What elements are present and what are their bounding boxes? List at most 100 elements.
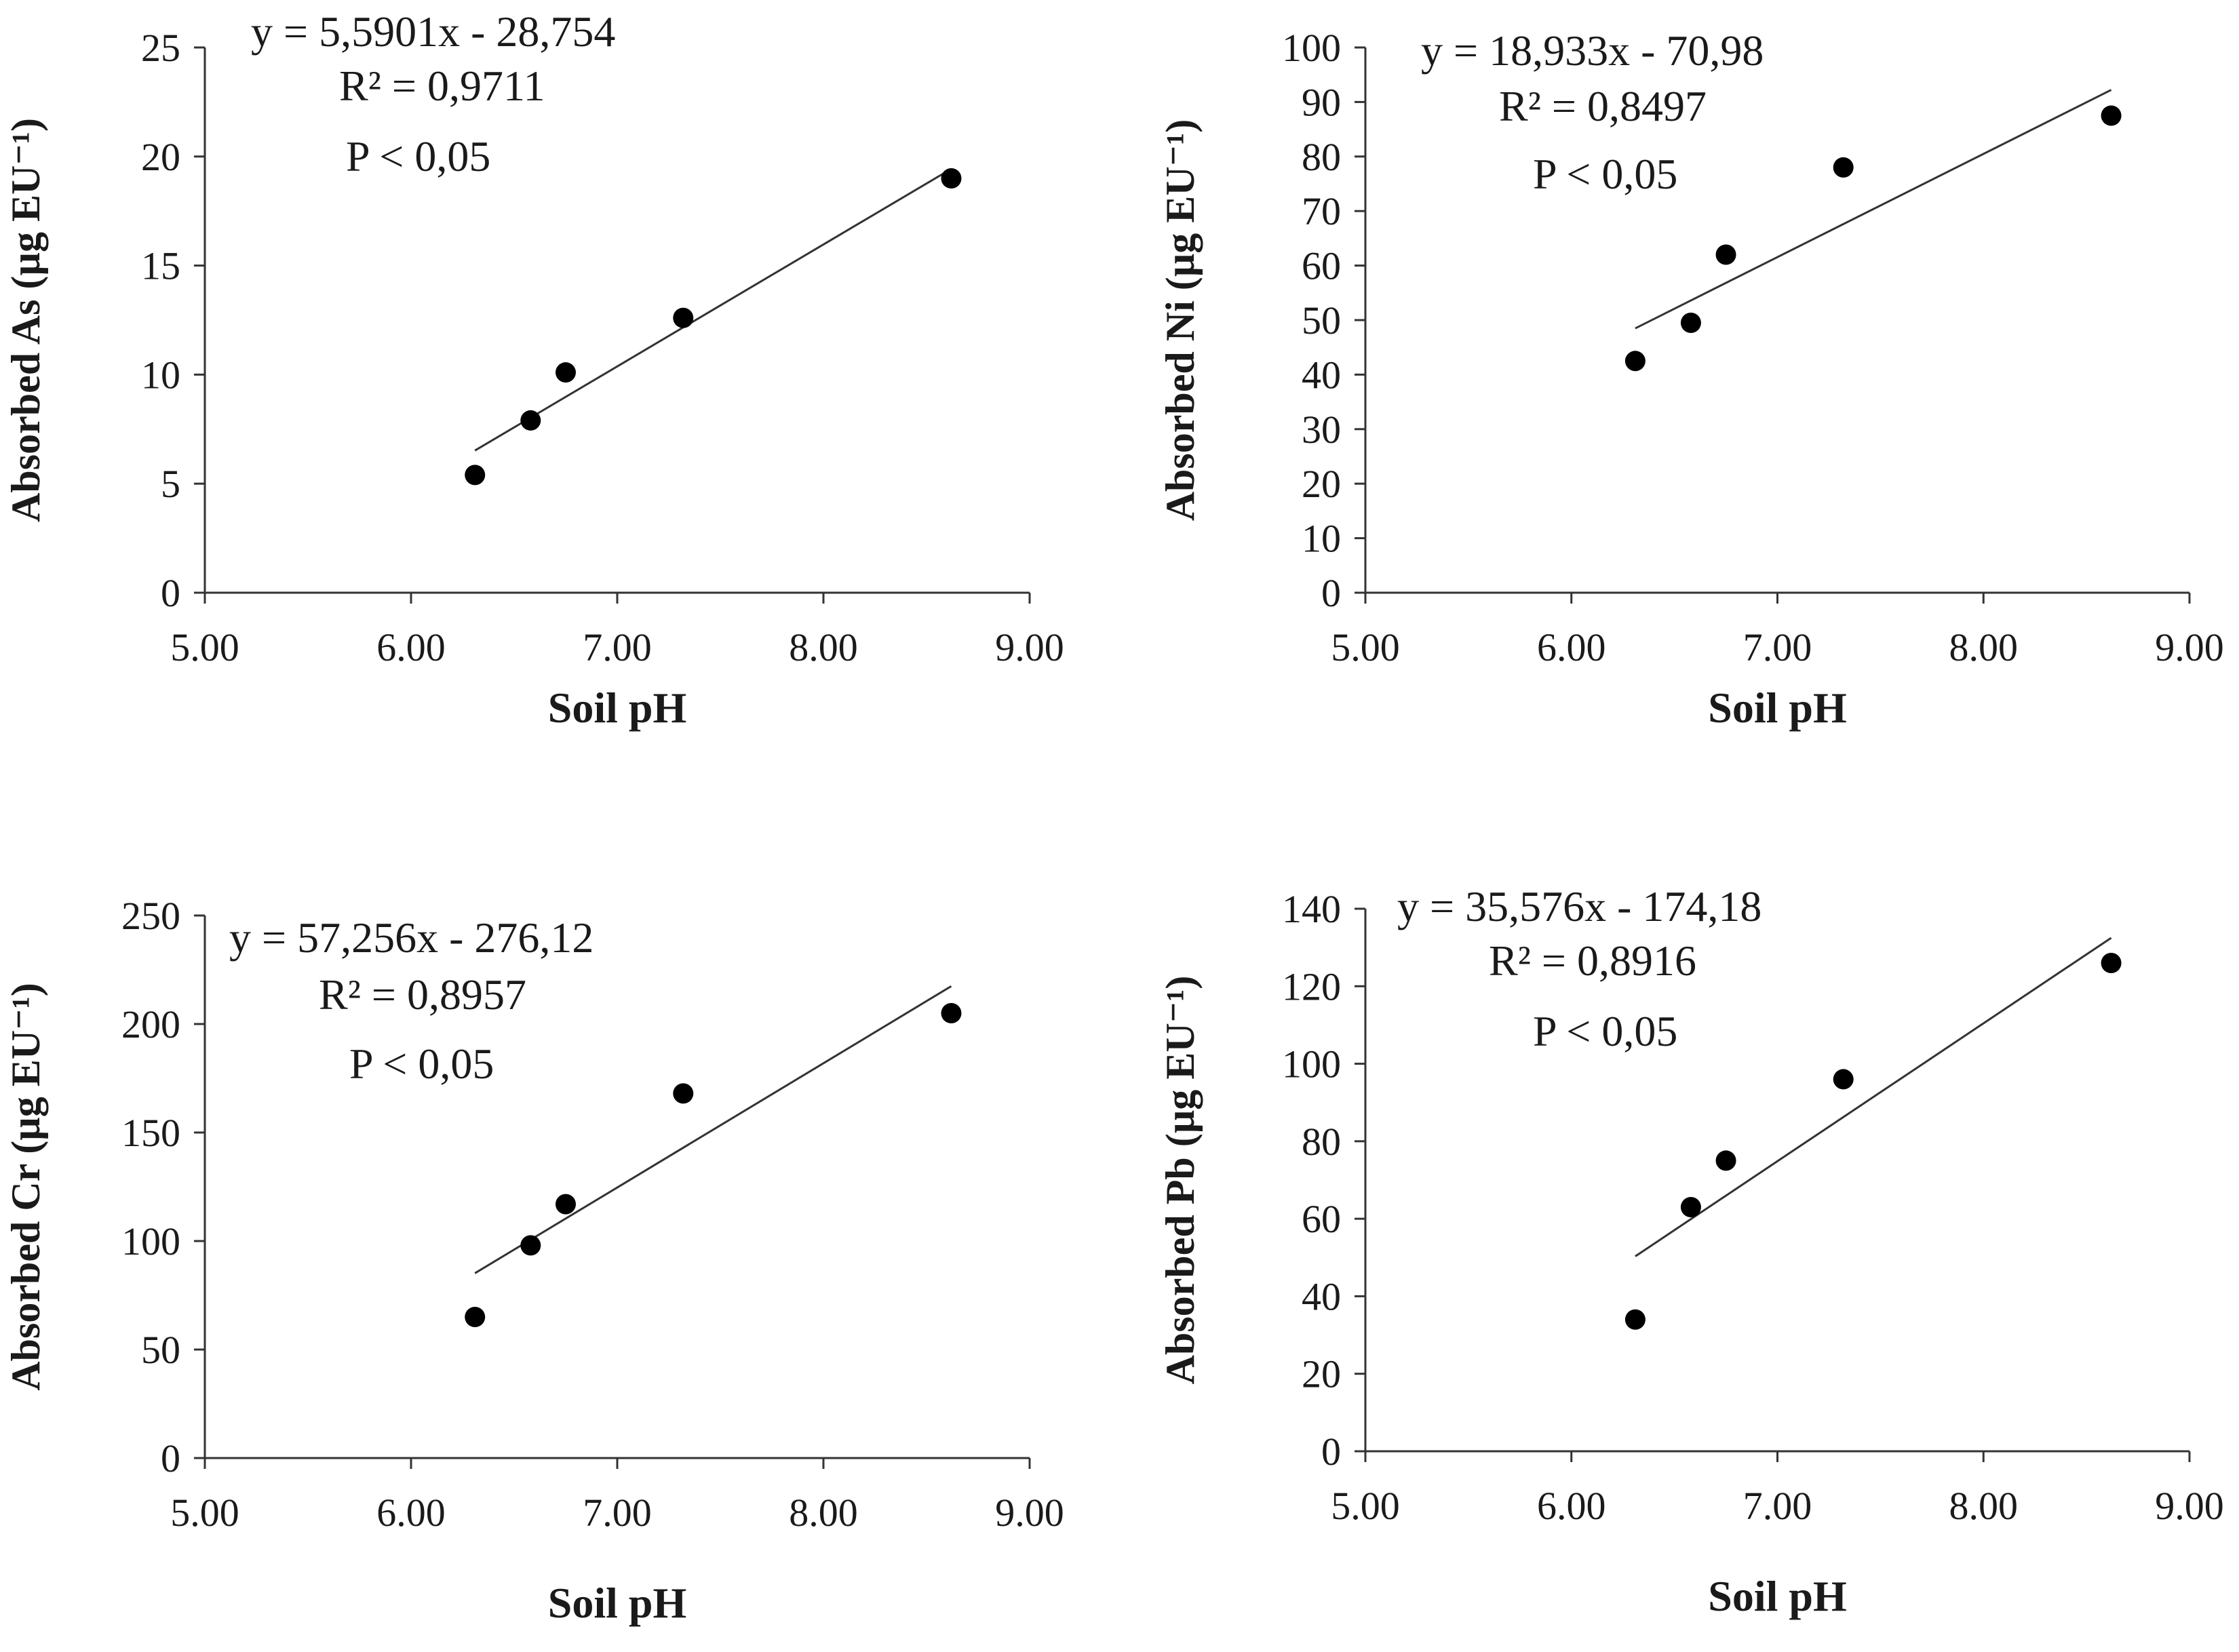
data-point [556,362,576,383]
y-tick-label: 10 [1302,517,1341,561]
data-point [941,168,962,189]
chart-panel-ni: 5.00 6.00 7.00 8.00 9.00 0 10 20 30 40 50 60 70 80 90 1… [1158,26,2224,732]
x-tick-label: 6.00 [376,1491,446,1535]
p-value-label: P < 0,05 [346,132,490,180]
y-tick-label: 50 [141,1328,180,1372]
x-tick-label: 8.00 [789,1491,858,1535]
data-point [1833,1069,1854,1090]
x-tick-label: 9.00 [995,1491,1064,1535]
y-tick-label: 100 [1282,1042,1341,1086]
y-tick-label: 0 [1321,571,1341,615]
y-tick-label: 20 [1302,462,1341,506]
data-point [1715,1150,1736,1171]
y-tick-label: 50 [1302,298,1341,342]
x-tick-label: 5.00 [170,1491,239,1535]
y-tick-label: 20 [1302,1352,1341,1396]
r-squared-label: R² = 0,8916 [1489,937,1696,985]
data-point [1680,313,1701,334]
y-tick-label: 90 [1302,80,1341,124]
data-point [1624,1309,1646,1330]
data-point [1624,351,1646,372]
y-tick-label: 150 [121,1111,180,1155]
y-tick-label: 0 [1321,1430,1341,1474]
regression-equation: y = 5,5901x - 28,754 [251,7,615,56]
data-point [673,1083,694,1104]
x-tick-label: 8.00 [789,625,858,669]
data-point [2101,105,2122,126]
x-tick-label: 9.00 [995,625,1064,669]
y-tick-label: 250 [121,894,180,938]
x-tick-label: 9.00 [2155,625,2224,669]
data-point [465,1307,486,1327]
data-point [673,307,694,328]
trendline [474,168,952,452]
x-tick-label: 5.00 [1331,1484,1400,1528]
x-axis-title: Soil pH [548,684,687,732]
y-axis-title: Absorbed Pb (µg EU⁻¹) [1158,976,1203,1385]
y-tick-label: 0 [161,571,180,615]
trendline [1635,937,2112,1257]
data-point [556,1194,576,1215]
y-tick-label: 80 [1302,135,1341,179]
x-tick-label: 6.00 [1537,625,1606,669]
data-point [520,1235,541,1256]
x-axis-title: Soil pH [1708,1572,1847,1620]
p-value-label: P < 0,05 [1533,150,1677,198]
p-value-label: P < 0,05 [1533,1007,1677,1055]
y-tick-label: 25 [141,26,180,70]
y-tick-label: 60 [1302,1197,1341,1241]
x-tick-label: 8.00 [1949,1484,2019,1528]
y-tick-label: 100 [1282,26,1341,70]
regression-equation: y = 18,933x - 70,98 [1421,26,1764,75]
y-axis-title: Absorbed Cr (µg EU⁻¹) [3,983,48,1390]
p-value-label: P < 0,05 [349,1040,494,1088]
chart-panel-pb: 5.00 6.00 7.00 8.00 9.00 0 20 40 60 80 100 120 140 So… [1158,882,2224,1620]
r-squared-label: R² = 0,9711 [339,62,545,110]
chart-panel-cr: 5.00 6.00 7.00 8.00 9.00 0 50 100 150 200 250 Soil … [3,894,1064,1627]
y-axis-title: Absorbed Ni (µg EU⁻¹) [1158,119,1203,522]
x-tick-label: 7.00 [583,625,652,669]
data-point [2101,953,2122,973]
data-point [520,410,541,431]
y-tick-label: 40 [1302,1274,1341,1318]
x-tick-label: 5.00 [1331,625,1400,669]
y-tick-label: 40 [1302,353,1341,397]
y-tick-label: 0 [161,1436,180,1480]
r-squared-label: R² = 0,8497 [1499,82,1707,130]
y-tick-label: 80 [1302,1120,1341,1164]
y-tick-label: 140 [1282,887,1341,931]
trendline [474,985,952,1274]
x-tick-label: 8.00 [1949,625,2019,669]
y-tick-label: 10 [141,353,180,397]
y-tick-label: 30 [1302,408,1341,452]
y-axis-title: Absorbed As (µg EU⁻¹) [3,118,48,522]
data-point [1833,157,1854,178]
x-tick-label: 6.00 [1537,1484,1606,1528]
x-tick-label: 7.00 [1743,1484,1812,1528]
data-point [1680,1197,1701,1217]
y-tick-label: 60 [1302,244,1341,288]
y-tick-label: 70 [1302,189,1341,233]
x-tick-label: 5.00 [170,625,239,669]
y-tick-label: 20 [141,135,180,179]
data-point [941,1003,962,1023]
x-tick-label: 7.00 [583,1491,652,1535]
x-tick-label: 7.00 [1743,625,1812,669]
x-tick-label: 9.00 [2155,1484,2224,1528]
y-tick-label: 100 [121,1219,180,1263]
x-axis-title: Soil pH [1708,684,1847,732]
regression-equation: y = 35,576x - 174,18 [1397,882,1761,930]
regression-equation: y = 57,256x - 276,12 [229,913,593,962]
trendline [1635,89,2112,330]
y-tick-label: 5 [161,462,180,506]
data-point [1715,244,1736,265]
r-squared-label: R² = 0,8957 [319,970,526,1019]
x-tick-label: 6.00 [376,625,446,669]
y-tick-label: 15 [141,244,180,288]
chart-panel-as: 5.00 6.00 7.00 8.00 9.00 0 5 10 15 20 25 Soil pH Abs… [3,7,1064,732]
x-axis-title: Soil pH [548,1579,687,1627]
y-tick-label: 120 [1282,964,1341,1008]
y-tick-label: 200 [121,1002,180,1046]
data-point [465,465,486,486]
